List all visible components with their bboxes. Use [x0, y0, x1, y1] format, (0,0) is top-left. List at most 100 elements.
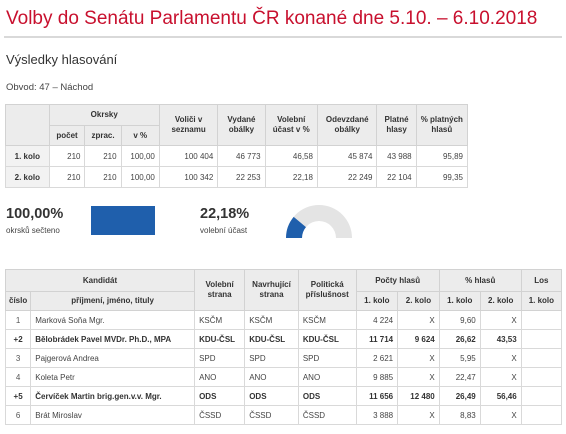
cell-odevzdane: 22 249: [316, 166, 378, 188]
cell-volici: 100 404: [158, 145, 219, 167]
cell-zprac: 210: [84, 166, 122, 188]
cell-vydane: 46 773: [217, 145, 266, 167]
candidate-row: +2 Bělobrádek Pavel MVDr. Ph.D., MPA KDU-Č…: [4, 329, 563, 349]
cell-navrhujici-strana: KDU-ČSL: [244, 329, 299, 349]
cell-odevzdane: 45 874: [316, 145, 378, 167]
cell-los: [520, 329, 563, 349]
cell-volebni-strana: ČSSD: [194, 405, 246, 425]
cell-pocet: 210: [48, 145, 86, 167]
cell-v-pct: 100,00: [120, 145, 160, 167]
cell-volebni-strana: ODS: [194, 386, 246, 406]
cell-cislo: 1: [4, 310, 32, 330]
summary-table: Okrsky Voliči v seznamu Vydané obálky Vo…: [5, 104, 469, 188]
cell-cislo: 6: [4, 405, 32, 425]
cell-navrhujici-strana: KSČM: [244, 310, 299, 330]
header-pct-hlasu: % hlasů: [438, 269, 522, 292]
turnout-gauge-fill: [286, 216, 306, 238]
cell-platne: 43 988: [376, 145, 417, 167]
cell-hlasy-kolo2: X: [397, 310, 440, 330]
cell-volebni-strana: KSČM: [194, 310, 246, 330]
header-volebni-strana: Volební strana: [194, 269, 246, 311]
title-divider: [4, 36, 562, 38]
cell-hlasy-kolo1: 9 885: [355, 367, 399, 387]
cell-jmeno: Marková Soňa Mgr.: [30, 310, 196, 330]
cell-ucast: 22,18: [264, 166, 318, 188]
cell-pct-kolo1: 5,95: [438, 348, 481, 368]
cell-pct-kolo1: 26,49: [438, 386, 481, 406]
cell-hlasy-kolo1: 2 621: [355, 348, 399, 368]
cell-los: [520, 405, 563, 425]
header-los: Los: [520, 269, 563, 292]
candidate-row: +5 Červíček Martin brig.gen.v.v. Mgr. ODS O…: [4, 386, 563, 406]
summary-row-1: 1. kolo 210 210 100,00 100 404 46 773 46…: [5, 145, 469, 167]
cell-pct-kolo2: X: [479, 405, 522, 425]
cell-jmeno: Bělobrádek Pavel MVDr. Ph.D., MPA: [30, 329, 196, 349]
summary-row-label: 2. kolo: [5, 166, 50, 188]
turnout-label: volební účast: [200, 226, 248, 235]
cell-hlasy-kolo1: 4 224: [355, 310, 399, 330]
cell-volebni-strana: SPD: [194, 348, 246, 368]
cell-navrhujici-strana: ODS: [244, 386, 299, 406]
header-navrhujici-strana: Navrhující strana: [244, 269, 299, 311]
cell-hlasy-kolo2: X: [397, 405, 440, 425]
cell-pct-kolo2: X: [479, 367, 522, 387]
cell-volebni-strana: ANO: [194, 367, 246, 387]
header-pocty-hlasu: Počty hlasů: [355, 269, 440, 292]
cell-prislusnost: KSČM: [297, 310, 357, 330]
cell-hlasy-kolo2: 12 480: [397, 386, 440, 406]
cell-los: [520, 386, 563, 406]
counted-percent: 100,00%: [6, 206, 64, 222]
cell-zprac: 210: [84, 145, 122, 167]
cell-pct-platnych: 95,89: [415, 145, 469, 167]
header-pct-kolo1: 1. kolo: [438, 291, 481, 311]
cell-navrhujici-strana: SPD: [244, 348, 299, 368]
turnout-gauge: [286, 205, 352, 238]
header-pct-platnych: % platných hlasů: [415, 104, 469, 146]
cell-pct-kolo2: 43,53: [479, 329, 522, 349]
counted-label: okrsků sečteno: [6, 226, 60, 235]
header-v-pct: v %: [120, 125, 160, 146]
header-zprac: zprac.: [84, 125, 122, 146]
counted-progress-box: [91, 206, 155, 235]
cell-pct-kolo1: 26,62: [438, 329, 481, 349]
cell-hlasy-kolo1: 11 656: [355, 386, 399, 406]
cell-hlasy-kolo1: 11 714: [355, 329, 399, 349]
header-ucast: Volební účast v %: [264, 104, 318, 146]
cell-hlasy-kolo1: 3 888: [355, 405, 399, 425]
cell-cislo: +5: [4, 386, 32, 406]
cell-cislo: 3: [4, 348, 32, 368]
cell-los: [520, 348, 563, 368]
cell-pct-platnych: 99,35: [415, 166, 469, 188]
cell-cislo: +2: [4, 329, 32, 349]
summary-row-label: 1. kolo: [5, 145, 50, 167]
cell-jmeno: Brát Miroslav: [30, 405, 196, 425]
cell-navrhujici-strana: ANO: [244, 367, 299, 387]
header-pct-kolo2: 2. kolo: [479, 291, 522, 311]
cell-prislusnost: ANO: [297, 367, 357, 387]
cell-pct-kolo1: 9,60: [438, 310, 481, 330]
summary-corner-cell: [5, 104, 50, 146]
header-hlasy-kolo1: 1. kolo: [355, 291, 399, 311]
header-vydane: Vydané obálky: [217, 104, 266, 146]
header-volici: Voliči v seznamu: [158, 104, 219, 146]
header-hlasy-kolo2: 2. kolo: [397, 291, 440, 311]
cell-jmeno: Pajgerová Andrea: [30, 348, 196, 368]
cell-los: [520, 310, 563, 330]
cell-prislusnost: ČSSD: [297, 405, 357, 425]
section-title: Výsledky hlasování: [6, 52, 118, 67]
header-pocet: počet: [48, 125, 86, 146]
candidate-row: 4 Koleta Petr ANO ANO ANO 9 885 X 22,47 X: [4, 367, 563, 387]
candidate-row: 3 Pajgerová Andrea SPD SPD SPD 2 621 X 5,95 X: [4, 348, 563, 368]
header-okrsky: Okrsky: [48, 104, 160, 126]
cell-los: [520, 367, 563, 387]
cell-ucast: 46,58: [264, 145, 318, 167]
cell-vydane: 22 253: [217, 166, 266, 188]
header-los-kolo1: 1. kolo: [520, 291, 563, 311]
cell-navrhujici-strana: ČSSD: [244, 405, 299, 425]
cell-jmeno: Červíček Martin brig.gen.v.v. Mgr.: [30, 386, 196, 406]
cell-pct-kolo2: X: [479, 310, 522, 330]
cell-pct-kolo2: 56,46: [479, 386, 522, 406]
header-platne: Platné hlasy: [376, 104, 417, 146]
header-cislo: číslo: [4, 291, 32, 311]
cell-pct-kolo1: 8,83: [438, 405, 481, 425]
